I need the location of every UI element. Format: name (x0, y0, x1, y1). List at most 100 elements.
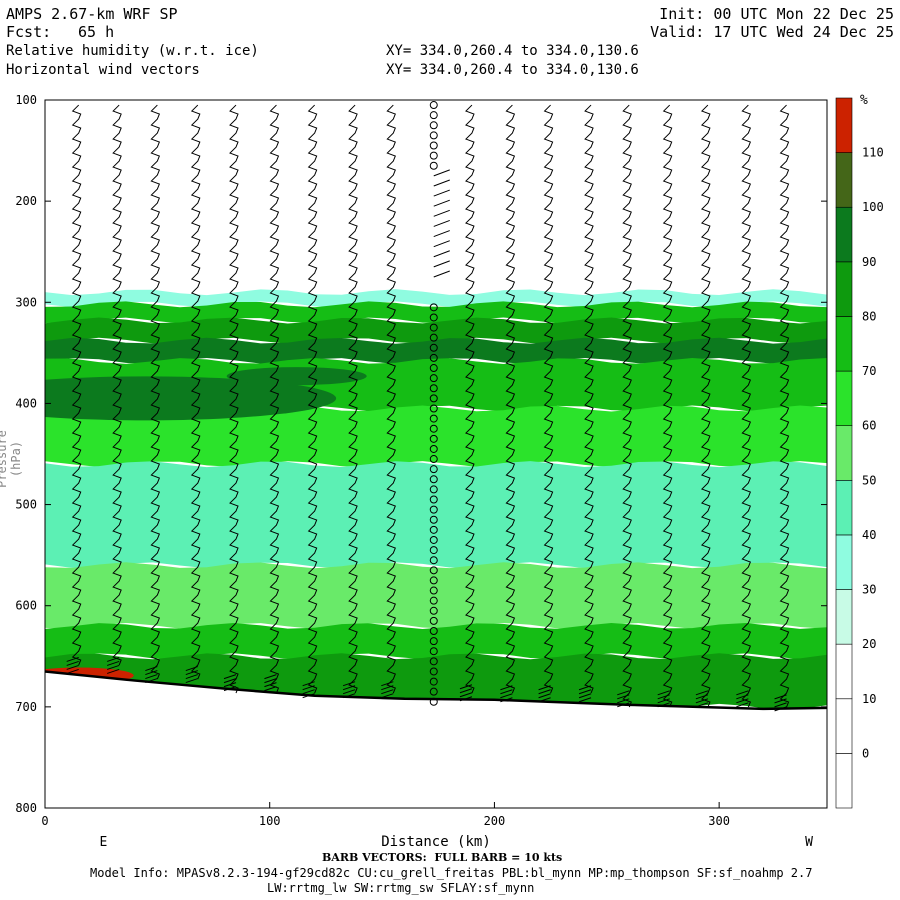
colorbar-label: 50 (862, 473, 876, 487)
wind-barb-flag (381, 685, 394, 691)
calm-wind-marker (429, 121, 438, 130)
x-axis-label: Distance (km) (381, 834, 491, 850)
wind-barb-flag (342, 689, 356, 695)
calm-wind-marker (429, 495, 438, 504)
wind-barb-flag (657, 694, 670, 700)
wind-barb-flag (145, 670, 158, 676)
wind-barb (779, 104, 790, 708)
calm-wind-marker (429, 616, 438, 625)
x-end-label-right: W (805, 835, 813, 850)
wind-barb-flag (223, 682, 237, 688)
model-info: Model Info: MPASv8.2.3-194-gf29cd82c CU:… (90, 866, 813, 880)
wind-barb-flag (459, 688, 473, 694)
wind-barb (190, 104, 201, 680)
axis-layer: 100 200 300 400 500 600 700 800 0 100 200 300 Distan… (15, 93, 828, 850)
calm-wind-marker (429, 586, 438, 595)
terrain-line (44, 670, 828, 711)
calm-wind-marker (429, 627, 438, 635)
wind-barb-flag (695, 694, 709, 700)
wind-barb-flag (302, 681, 315, 687)
colorbar-swatch (835, 152, 853, 208)
calm-wind-marker (429, 404, 438, 413)
y-tick-label: 200 (15, 194, 37, 208)
wind-barb (433, 240, 450, 248)
wind-barb (741, 104, 752, 708)
field-name-wind: Horizontal wind vectors (6, 62, 200, 78)
wind-barb-flag (617, 690, 630, 696)
calm-wind-marker (429, 434, 438, 443)
humidity-band (226, 367, 367, 386)
model-title: AMPS 2.67-km WRF SP (6, 5, 178, 23)
colorbar-label: 110 (862, 146, 884, 160)
wind-barb (433, 169, 450, 177)
calm-wind-marker (429, 374, 438, 383)
colorbar-label: 60 (862, 419, 876, 433)
calm-wind-marker (429, 677, 438, 686)
y-tick-label: 500 (15, 498, 37, 512)
wind-barb-flag (774, 702, 787, 708)
wind-barb (505, 104, 516, 694)
wind-barb-flag (459, 684, 473, 690)
y-tick-label: 800 (15, 801, 37, 815)
wind-barb (150, 104, 161, 680)
calm-wind-marker (429, 111, 438, 120)
calm-wind-marker (429, 161, 438, 170)
calm-wind-marker (429, 465, 438, 474)
colorbar-swatch (835, 534, 853, 590)
colorbar-label: 10 (862, 692, 876, 706)
wind-barb-flag (381, 689, 394, 695)
wind-barb-flag (223, 674, 237, 680)
wind-barb (662, 104, 673, 708)
calm-wind-marker (429, 444, 438, 453)
wind-barb (269, 104, 280, 694)
wind-barb-flag (106, 660, 120, 666)
wind-barb-flag (459, 692, 473, 698)
wind-barb-flag (736, 694, 749, 700)
wind-barb-flag (185, 678, 198, 684)
humidity-band (45, 461, 827, 569)
wind-barb-flag (578, 685, 592, 691)
wind-barb (433, 219, 450, 227)
wind-barb-flag (264, 674, 277, 680)
x-tick-label: 0 (41, 814, 48, 828)
colorbar-label: 90 (862, 255, 876, 269)
colorbar-swatch (835, 480, 853, 536)
wind-barb-flag (264, 686, 277, 692)
wind-barb-flag (736, 702, 749, 708)
xy-range-2: XY= 334.0,260.4 to 334.0,130.6 (386, 62, 639, 78)
humidity-band (45, 376, 337, 421)
colorbar-swatch (835, 370, 853, 426)
calm-wind-marker (429, 394, 438, 403)
wind-barb-flag (657, 690, 670, 696)
wind-barb-flag (264, 678, 277, 684)
wind-barb-flag (695, 698, 709, 704)
wind-barb-flag (500, 689, 513, 695)
wind-barb (543, 104, 554, 694)
y-tick-label: 600 (15, 599, 37, 613)
colorbar-swatch (835, 97, 853, 153)
wind-barb (433, 189, 450, 197)
colorbar-unit: % (860, 93, 868, 108)
calm-wind-marker (429, 485, 438, 494)
wind-barb-flag (302, 689, 315, 695)
wind-barb-flag (66, 656, 79, 662)
field-name-rh: Relative humidity (w.r.t. ice) (6, 43, 259, 59)
wind-barb-flag (774, 694, 787, 700)
calm-wind-marker (429, 687, 438, 696)
calm-wind-marker (429, 424, 438, 433)
calm-wind-marker (429, 535, 438, 544)
forecast-hour: 65 h (78, 23, 115, 41)
calm-wind-marker (429, 475, 438, 484)
colorbar-label: 30 (862, 583, 876, 597)
wind-barb (348, 104, 358, 694)
calm-wind-marker (429, 546, 438, 555)
colorbar-swatch (835, 206, 853, 263)
wind-barb (307, 104, 318, 694)
wind-barb (386, 104, 396, 694)
colorbar-swatch (835, 698, 853, 754)
x-end-label-left: E (100, 835, 108, 850)
colorbar-label: 80 (862, 309, 876, 323)
wind-barb-flag (66, 664, 79, 670)
calm-wind-marker (429, 313, 438, 322)
